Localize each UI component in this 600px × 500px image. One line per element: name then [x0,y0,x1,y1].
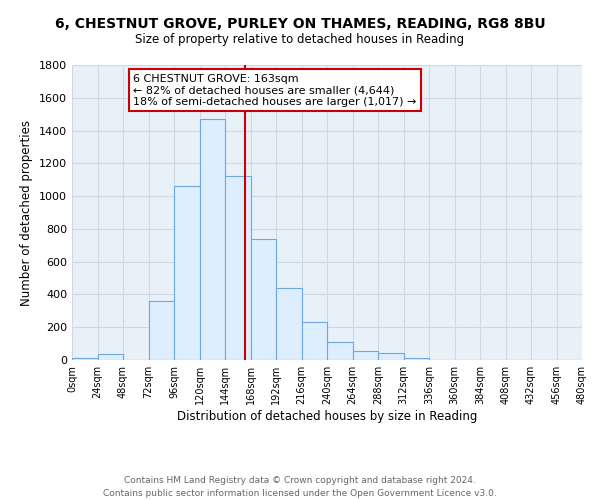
Text: Contains public sector information licensed under the Open Government Licence v3: Contains public sector information licen… [103,489,497,498]
Text: 6, CHESTNUT GROVE, PURLEY ON THAMES, READING, RG8 8BU: 6, CHESTNUT GROVE, PURLEY ON THAMES, REA… [55,18,545,32]
Bar [97,354,123,360]
Bar [276,288,302,360]
Text: Size of property relative to detached houses in Reading: Size of property relative to detached ho… [136,32,464,46]
Bar [251,238,276,360]
Bar [199,119,225,360]
Y-axis label: Number of detached properties: Number of detached properties [20,120,34,306]
Bar [72,358,97,360]
Bar [353,351,378,360]
Bar [225,176,251,360]
Bar [174,186,199,360]
Bar [149,301,174,360]
Bar [327,342,353,360]
Text: Contains HM Land Registry data © Crown copyright and database right 2024.: Contains HM Land Registry data © Crown c… [124,476,476,485]
Text: 6 CHESTNUT GROVE: 163sqm
← 82% of detached houses are smaller (4,644)
18% of sem: 6 CHESTNUT GROVE: 163sqm ← 82% of detach… [133,74,416,107]
Bar [404,358,429,360]
Bar [378,352,404,360]
X-axis label: Distribution of detached houses by size in Reading: Distribution of detached houses by size … [177,410,477,422]
Bar [302,322,327,360]
